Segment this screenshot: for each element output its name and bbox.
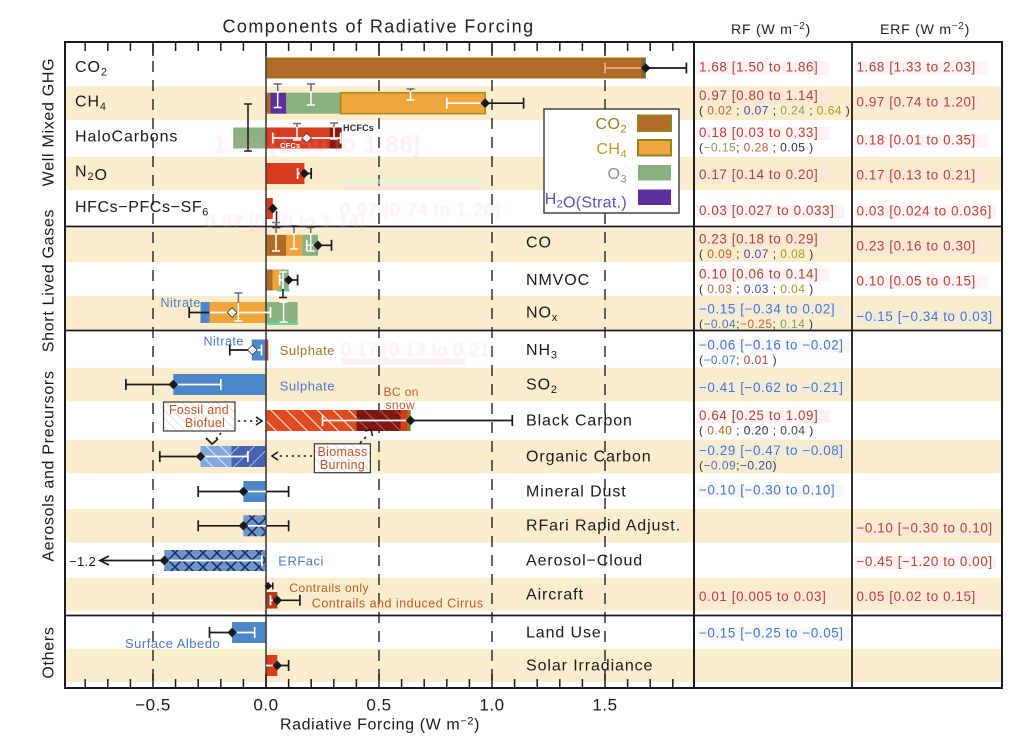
svg-text:Solar Irradiance: Solar Irradiance <box>526 657 653 674</box>
svg-text:Sulphate: Sulphate <box>280 379 335 394</box>
svg-text:1.68 [1.50 to 1.86]: 1.68 [1.50 to 1.86] <box>699 60 818 75</box>
svg-text:(−0.04;−0.25; 0.14 ): (−0.04;−0.25; 0.14 ) <box>699 317 813 331</box>
svg-text:RFari Rapid Adjust.: RFari Rapid Adjust. <box>526 518 681 535</box>
svg-text:Land Use: Land Use <box>526 624 602 641</box>
svg-text:0.01 [0.005 to 0.03]: 0.01 [0.005 to 0.03] <box>699 589 826 604</box>
svg-text:HFCs−PFCs−SF6: HFCs−PFCs−SF6 <box>75 199 209 219</box>
svg-text:BC on: BC on <box>384 385 419 399</box>
svg-text:Fossil and: Fossil and <box>169 403 229 417</box>
svg-text:NMVOC: NMVOC <box>526 272 590 289</box>
svg-text:CFCs: CFCs <box>280 141 300 150</box>
svg-text:snow: snow <box>386 398 416 412</box>
svg-text:Components of Radiative Forcin: Components of Radiative Forcing <box>222 17 534 37</box>
svg-text:NOx: NOx <box>526 304 558 324</box>
svg-text:−0.06 [−0.16 to −0.02]: −0.06 [−0.16 to −0.02] <box>699 338 844 353</box>
svg-text:Black Carbon: Black Carbon <box>526 412 633 429</box>
svg-text:−0.15 [−0.34 to 0.02]: −0.15 [−0.34 to 0.02] <box>699 302 835 317</box>
svg-text:SO2: SO2 <box>526 376 558 396</box>
svg-text:Aircraft: Aircraft <box>526 586 584 603</box>
svg-text:CO: CO <box>526 235 552 252</box>
svg-text:RF (W m−2): RF (W m−2) <box>731 21 811 38</box>
svg-text:0.23 [0.16 to 0.30]: 0.23 [0.16 to 0.30] <box>857 239 976 254</box>
svg-text:−0.45 [−1.20 to 0.00]: −0.45 [−1.20 to 0.00] <box>857 554 993 569</box>
svg-text:0.0: 0.0 <box>253 696 278 715</box>
svg-text:ERFaci: ERFaci <box>278 554 324 569</box>
svg-text:0.18 [0.01 to 0.35]: 0.18 [0.01 to 0.35] <box>857 133 976 148</box>
svg-text:0.97 [0.80 to 1.14]: 0.97 [0.80 to 1.14] <box>205 211 366 232</box>
svg-text:0.03 [0.027 to 0.033]: 0.03 [0.027 to 0.033] <box>699 203 834 218</box>
svg-text:0.97 [0.80 to 1.14]: 0.97 [0.80 to 1.14] <box>699 88 818 103</box>
svg-text:CH4: CH4 <box>596 141 627 161</box>
svg-text:Nitrate: Nitrate <box>204 335 244 349</box>
svg-text:0.97 [0.74 to 1.20]: 0.97 [0.74 to 1.20] <box>340 199 501 220</box>
svg-text:Biofuel: Biofuel <box>185 416 225 430</box>
svg-text:CH4: CH4 <box>75 94 107 114</box>
svg-text:0.17 [0.13 to 0.21]: 0.17 [0.13 to 0.21] <box>857 168 976 183</box>
svg-text:0.17 [0.14 to 0.20]: 0.17 [0.14 to 0.20] <box>699 167 818 182</box>
svg-text:0.23 [0.18 to 0.29]: 0.23 [0.18 to 0.29] <box>699 232 818 247</box>
svg-text:Radiative Forcing (W m−2): Radiative Forcing (W m−2) <box>280 716 480 734</box>
svg-text:1.68 [1.33 to 2.03]: 1.68 [1.33 to 2.03] <box>857 60 976 75</box>
svg-text:( 0.03 ; 0.03 ; 0.04 ): ( 0.03 ; 0.03 ; 0.04 ) <box>699 282 814 296</box>
svg-text:0.64 [0.25 to 1.09]: 0.64 [0.25 to 1.09] <box>699 408 818 423</box>
svg-text:( 0.09 ; 0.07 ; 0.08 ): ( 0.09 ; 0.07 ; 0.08 ) <box>699 247 814 261</box>
svg-text:0.10 [0.05 to 0.15]: 0.10 [0.05 to 0.15] <box>857 274 976 289</box>
svg-text:( 0.40 ; 0.20 ; 0.04 ): ( 0.40 ; 0.20 ; 0.04 ) <box>699 424 814 438</box>
svg-text:0.03 [0.024 to 0.036]: 0.03 [0.024 to 0.036] <box>857 204 992 219</box>
svg-text:Biomass: Biomass <box>317 445 367 459</box>
svg-text:H2O(Strat.): H2O(Strat.) <box>545 191 627 212</box>
svg-text:1.5: 1.5 <box>592 696 617 715</box>
svg-text:( 0.02 ; 0.07 ; 0.24 ; 0.64 ): ( 0.02 ; 0.07 ; 0.24 ; 0.64 ) <box>699 104 850 118</box>
svg-text:Well Mixed GHG: Well Mixed GHG <box>41 58 58 187</box>
svg-text:CO2: CO2 <box>595 116 627 136</box>
svg-text:Nitrate: Nitrate <box>161 296 201 310</box>
svg-text:0.05 [0.02 to 0.15]: 0.05 [0.02 to 0.15] <box>857 589 976 604</box>
svg-text:0.17 [0.13 to 0.21]: 0.17 [0.13 to 0.21] <box>341 340 496 360</box>
svg-text:−0.10 [−0.30 to 0.10]: −0.10 [−0.30 to 0.10] <box>699 483 835 498</box>
svg-text:Mineral Dust: Mineral Dust <box>526 483 627 500</box>
svg-text:Others: Others <box>41 626 58 678</box>
svg-text:HCFCs: HCFCs <box>343 123 374 133</box>
svg-text:NH3: NH3 <box>526 342 558 362</box>
svg-text:(−0.09;−0.20): (−0.09;−0.20) <box>699 459 777 473</box>
svg-text:−0.5: −0.5 <box>135 696 171 715</box>
svg-text:Sulphate: Sulphate <box>280 343 335 358</box>
svg-text:CO2: CO2 <box>75 59 108 79</box>
svg-text:(−0.07; 0.01 ): (−0.07; 0.01 ) <box>699 353 777 367</box>
svg-text:−0.15 [−0.25 to −0.05]: −0.15 [−0.25 to −0.05] <box>699 626 844 641</box>
svg-text:0.10 [0.06 to 0.14]: 0.10 [0.06 to 0.14] <box>699 267 818 282</box>
svg-text:Contrails only: Contrails only <box>289 581 369 595</box>
svg-text:Aerosol−Cloud: Aerosol−Cloud <box>526 552 643 569</box>
svg-text:−0.15 [−0.34 to 0.03]: −0.15 [−0.34 to 0.03] <box>857 309 993 324</box>
svg-text:Burning: Burning <box>320 458 365 472</box>
svg-text:−0.29 [−0.47 to −0.08]: −0.29 [−0.47 to −0.08] <box>699 443 844 458</box>
svg-text:−0.41 [−0.62 to −0.21]: −0.41 [−0.62 to −0.21] <box>699 380 844 395</box>
svg-text:−0.10 [−0.30 to 0.10]: −0.10 [−0.30 to 0.10] <box>857 521 993 536</box>
svg-text:HaloCarbons: HaloCarbons <box>75 129 178 146</box>
svg-text:Organic Carbon: Organic Carbon <box>526 448 652 465</box>
svg-text:0.97 [0.74 to 1.20]: 0.97 [0.74 to 1.20] <box>857 95 976 110</box>
svg-text:0.18 [0.03 to 0.33]: 0.18 [0.03 to 0.33] <box>699 125 818 140</box>
svg-text:1.68 [1.50 to 1.86]: 1.68 [1.50 to 1.86] <box>213 131 421 157</box>
svg-text:ERF (W m−2): ERF (W m−2) <box>880 21 970 38</box>
svg-text:1.0: 1.0 <box>479 696 504 715</box>
svg-text:−1.2: −1.2 <box>69 554 96 569</box>
svg-text:Short Lived Gases: Short Lived Gases <box>41 209 58 353</box>
svg-text:Surface Albedo: Surface Albedo <box>125 636 220 651</box>
svg-text:O3: O3 <box>607 166 627 186</box>
svg-text:Aerosols and Precursors: Aerosols and Precursors <box>41 370 58 561</box>
svg-text:0.5: 0.5 <box>366 696 391 715</box>
svg-text:(−0.15; 0.28 ; 0.05 ): (−0.15; 0.28 ; 0.05 ) <box>699 141 814 155</box>
svg-text:Contrails and induced Cirrus: Contrails and induced Cirrus <box>312 597 484 611</box>
svg-text:N2O: N2O <box>75 164 108 185</box>
